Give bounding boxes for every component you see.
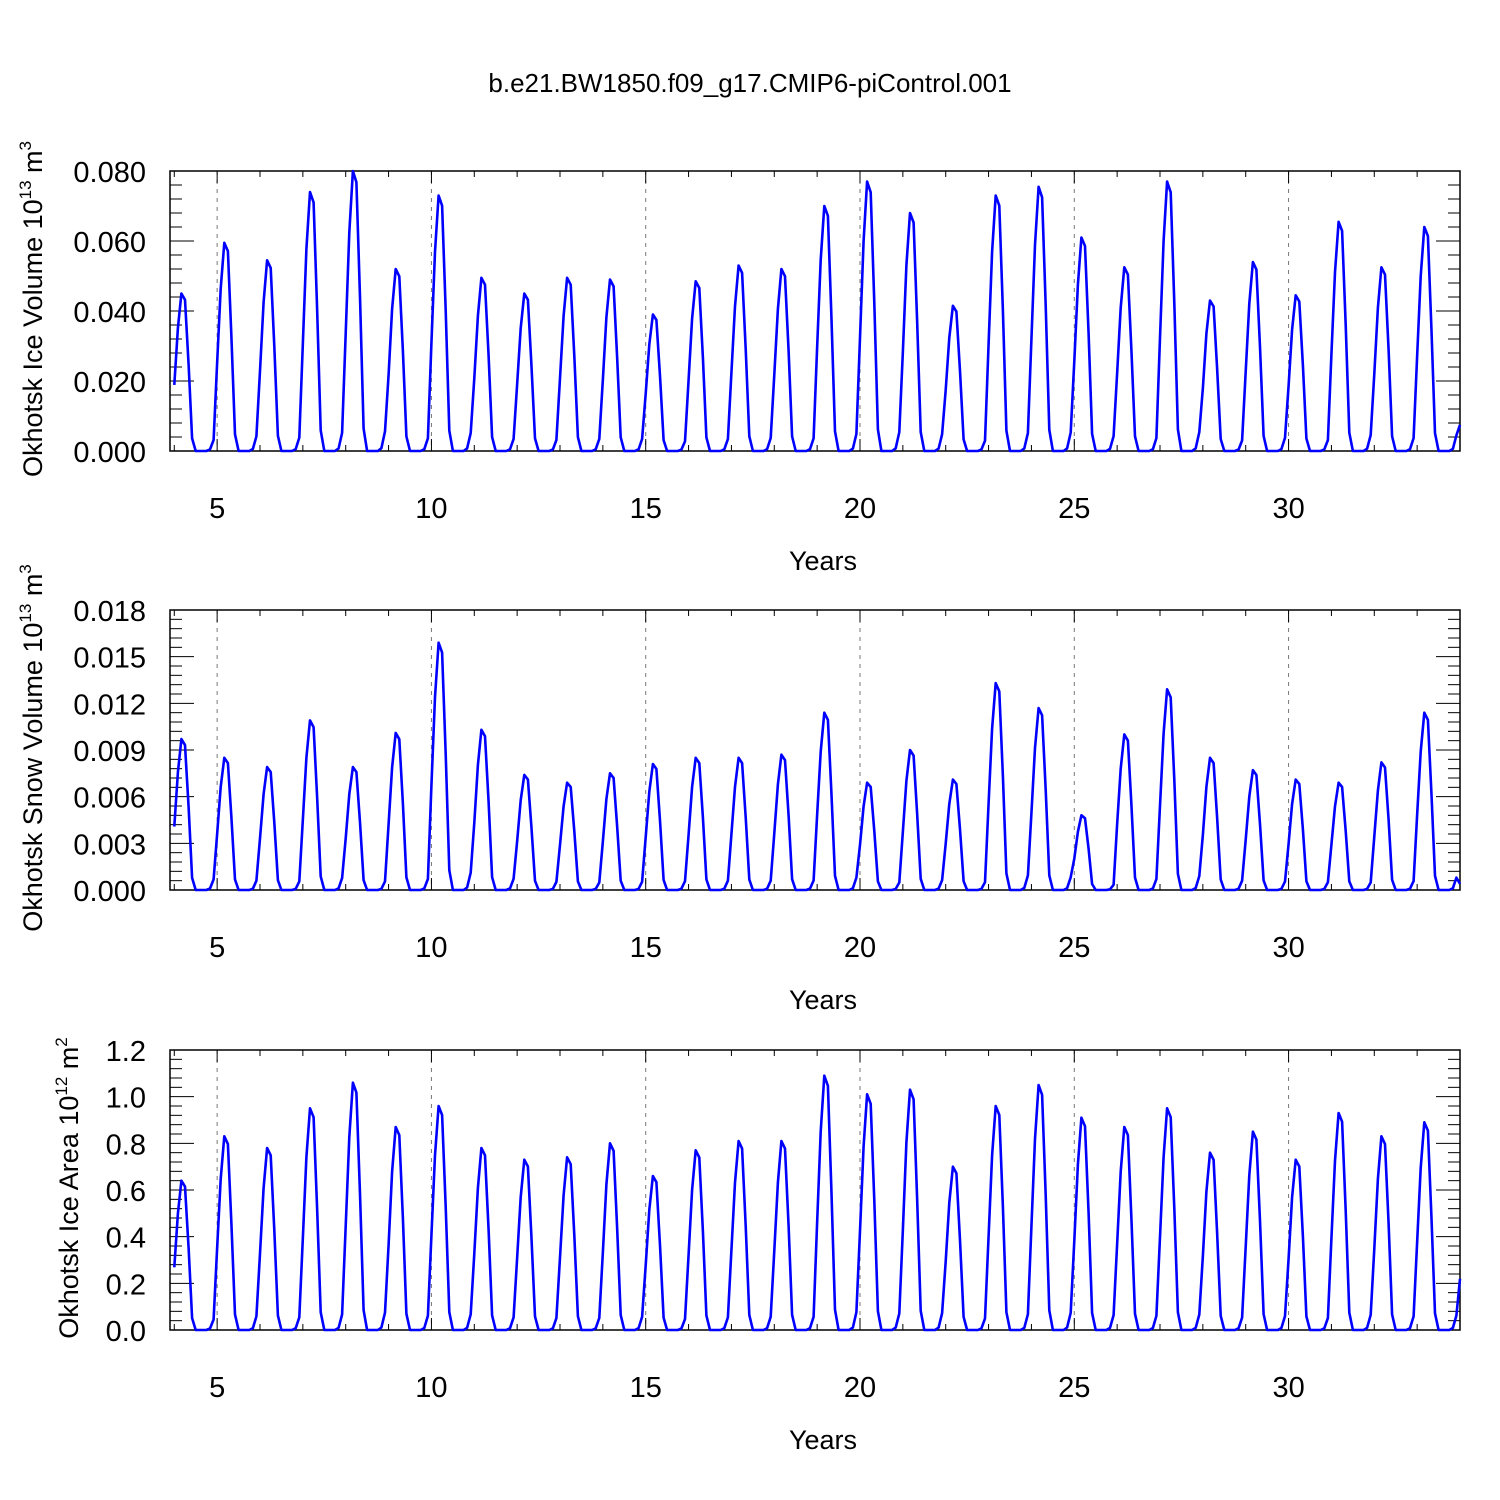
y-axis-title: Okhotsk Ice Volume 1013 m3 [16,141,48,477]
x-tick-label: 10 [415,932,447,964]
plot-frame [169,609,1461,891]
y-tick-label: 0.080 [73,157,146,189]
y-tick-label: 0.018 [73,596,146,628]
x-tick-label: 5 [209,932,225,964]
x-tick-label: 30 [1272,493,1304,525]
y-tick-label: 0.060 [73,227,146,259]
series-line [173,641,1462,892]
x-tick-label: 20 [844,932,876,964]
x-tick-label: 30 [1272,1372,1304,1404]
y-tick-label: 1.0 [106,1083,146,1115]
plot-frame [169,170,1461,452]
y-tick-label: 0.020 [73,367,146,399]
panel-ice-area: 5 10 15 20 25 30 0.0 0.2 0.4 0.6 0.8 1.0 1.2 Years Okh… [52,1036,1462,1455]
x-tick-label: 20 [844,1372,876,1404]
y-tick-label: 0.6 [106,1176,146,1208]
x-tick-label: 25 [1058,493,1090,525]
x-tick-label: 15 [630,493,662,525]
x-tick-label: 25 [1058,932,1090,964]
panel-snow-volume: 5 10 15 20 25 30 0.000 0.003 0.006 0.009 0.012 0.01… [16,564,1462,1015]
y-tick-label: 0.009 [73,736,146,768]
y-tick-label: 0.003 [73,829,146,861]
y-tick-label: 0.015 [73,643,146,675]
panel-ice-volume: 5 10 15 20 25 30 0.000 0.020 0.040 0.060 0.080 Year… [16,141,1462,576]
x-tick-label: 25 [1058,1372,1090,1404]
series-line [173,169,1462,453]
y-axis-title: Okhotsk Ice Area 1012 m2 [52,1037,84,1339]
x-tick-label: 15 [630,1372,662,1404]
x-axis-title: Years [789,985,857,1015]
y-tick-label: 0.012 [73,689,146,721]
y-tick-label: 0.000 [73,437,146,469]
plot-frame [169,1049,1461,1331]
x-tick-label: 20 [844,493,876,525]
x-tick-label: 10 [415,1372,447,1404]
x-tick-label: 10 [415,493,447,525]
chart-title: b.e21.BW1850.f09_g17.CMIP6-piControl.001 [488,68,1012,98]
y-tick-label: 0.2 [106,1269,146,1301]
y-tick-label: 0.8 [106,1129,146,1161]
x-axis-title: Years [789,1425,857,1455]
y-tick-label: 0.006 [73,783,146,815]
y-tick-label: 0.000 [73,876,146,908]
x-axis-title: Years [789,546,857,576]
y-tick-label: 0.4 [106,1223,146,1255]
x-tick-label: 15 [630,932,662,964]
y-tick-label: 0.040 [73,297,146,329]
x-tick-label: 5 [209,493,225,525]
y-tick-label: 1.2 [106,1036,146,1068]
y-axis-title: Okhotsk Snow Volume 1013 m3 [16,564,48,932]
y-tick-label: 0.0 [106,1316,146,1348]
series-line [173,1074,1462,1332]
x-tick-label: 5 [209,1372,225,1404]
x-tick-label: 30 [1272,932,1304,964]
